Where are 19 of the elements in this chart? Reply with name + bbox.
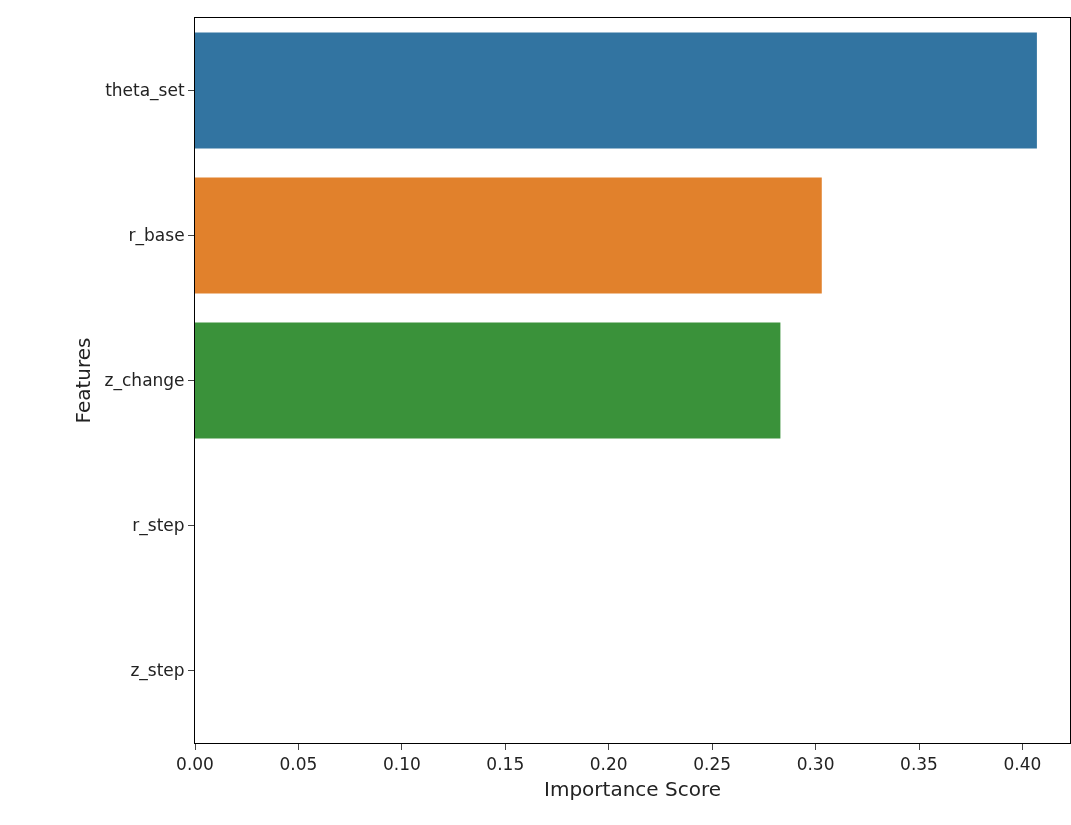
y-tick-label: r_step [132, 515, 185, 537]
bar [195, 32, 1037, 149]
x-tick-label: 0.25 [693, 754, 732, 775]
y-tick-label: z_step [130, 660, 185, 682]
x-tick-label: 0.15 [486, 754, 525, 775]
x-tick-label: 0.10 [382, 754, 421, 775]
y-tick-label: r_base [128, 225, 185, 247]
x-tick-label: 0.40 [1003, 754, 1042, 775]
x-tick-label: 0.00 [176, 754, 214, 775]
y-axis-title: Features [71, 337, 96, 424]
x-tick-label: 0.30 [796, 754, 835, 775]
y-tick-label: theta_set [105, 80, 185, 102]
x-axis-title: Importance Score [544, 776, 721, 801]
x-tick-label: 0.05 [279, 754, 318, 775]
x-tick-label: 0.20 [589, 754, 628, 775]
x-tick-label: 0.35 [900, 754, 938, 775]
bar [195, 177, 822, 294]
bar [195, 322, 781, 439]
y-tick-label: z_change [104, 370, 185, 392]
